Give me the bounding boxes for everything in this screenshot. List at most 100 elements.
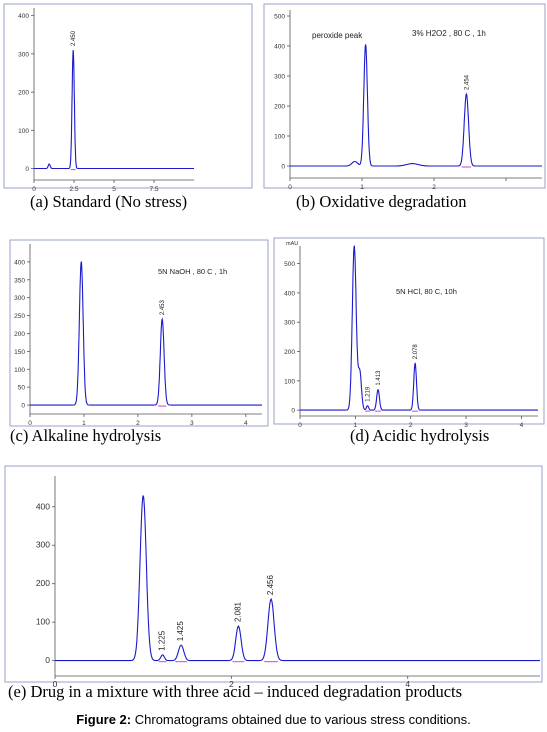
x-tick-label: 0 [28, 420, 32, 427]
y-tick-label: 100 [14, 367, 25, 374]
caption-e: (e) Drug in a mixture with three acid – … [8, 682, 463, 701]
y-tick-label: 100 [284, 378, 295, 385]
x-tick-label: 2.5 [69, 186, 78, 193]
chromatogram-b-plot: 0 100 200 300 400 500 0 1 2 2.454 peroxide peak 3% … [263, 3, 546, 191]
y-tick-label: 400 [274, 44, 285, 51]
y-tick-label: 0 [281, 164, 285, 171]
chart-annotation: 5N NaOH , 80 C , 1h [158, 267, 227, 276]
peak-marker: 2.078 [412, 344, 419, 412]
y-tick-label: 200 [14, 331, 25, 338]
peak-label: 1.413 [376, 370, 382, 386]
peak-marker: 2.456 [264, 575, 278, 663]
x-tick-label: 1 [360, 184, 364, 191]
y-tick-label: 200 [274, 104, 285, 111]
peak-marker: 2.454 [461, 74, 472, 168]
peak-label: 1.425 [176, 621, 185, 642]
y-tick-label: 400 [14, 259, 25, 266]
chromatogram-e: 0 100 200 300 400 0 2 4 1.225 1.425 2.081 2.456 [0, 462, 547, 689]
peak-label: 2.454 [464, 74, 470, 90]
chromatogram-trace [55, 495, 540, 662]
y-tick-label: 300 [14, 295, 25, 302]
peak-marker: 2.450 [70, 30, 77, 171]
x-tick-label: 2 [409, 422, 413, 429]
y-tick-label: 0 [25, 166, 29, 173]
figure-caption-text: Chromatograms obtained due to various st… [134, 712, 471, 727]
peak-label: 2.078 [413, 344, 419, 360]
y-tick-label: 400 [284, 290, 295, 297]
x-tick-label: 2 [229, 679, 234, 689]
x-tick-label: 1 [354, 422, 358, 429]
chromatogram-trace [30, 260, 262, 406]
chromatogram-e-plot: 0 100 200 300 400 0 2 4 1.225 1.425 2.081 2.456 [4, 465, 543, 689]
y-tick-label: 50 [18, 385, 26, 392]
chromatogram-trace [290, 44, 542, 167]
chart-annotation: peroxide peak [312, 31, 363, 40]
peak-marker: 1.225 [158, 630, 167, 663]
caption-d: (d) Acidic hydrolysis [350, 426, 490, 445]
chromatogram-b: 0 100 200 300 400 500 0 1 2 2.454 peroxide peak 3% … [262, 0, 547, 191]
peak-label: 1.219 [366, 386, 372, 402]
peak-marker: 1.425 [175, 621, 187, 663]
y-tick-label: 100 [18, 128, 29, 135]
y-tick-label: 400 [18, 13, 29, 20]
chart-annotation: 3% H2O2 , 80 C , 1h [412, 29, 486, 38]
x-tick-label: 4 [520, 422, 524, 429]
x-tick-label: 3 [190, 420, 194, 427]
y-tick-label: 200 [36, 578, 50, 588]
y-tick-label: 300 [18, 51, 29, 58]
x-tick-label: 0 [32, 186, 36, 193]
plot-frame [263, 3, 546, 189]
x-tick-label: 4 [244, 420, 248, 427]
chromatogram-d: 0 100 200 300 400 500 0 1 2 3 4 mAU 1.219 1.413 2.078 5… [272, 232, 547, 429]
y-tick-label: 300 [274, 74, 285, 81]
peak-label: 2.453 [160, 299, 166, 315]
y-tick-label: 100 [274, 134, 285, 141]
chromatogram-trace [34, 50, 194, 170]
chromatogram-trace [300, 245, 538, 411]
y-tick-label: 300 [284, 320, 295, 327]
y-tick-label: 0 [45, 655, 50, 665]
x-tick-label: 7.5 [149, 186, 158, 193]
x-tick-label: 1 [82, 420, 86, 427]
plot-frame [273, 237, 545, 425]
y-tick-label: 500 [284, 261, 295, 268]
chromatogram-d-plot: 0 100 200 300 400 500 0 1 2 3 4 mAU 1.219 1.413 2.078 5… [273, 237, 545, 429]
y-tick-label: 500 [274, 14, 285, 21]
figure-caption-label: Figure 2: [76, 712, 132, 727]
y-tick-label: 350 [14, 277, 25, 284]
plot-frame [4, 465, 543, 683]
x-tick-label: 2 [432, 184, 436, 191]
y-tick-label: 300 [36, 540, 50, 550]
y-axis-label: mAU [286, 241, 298, 247]
peak-marker: 1.219 [365, 386, 372, 412]
x-tick-label: 0 [288, 184, 292, 191]
caption-b: (b) Oxidative degradation [296, 192, 467, 211]
caption-c: (c) Alkaline hydrolysis [10, 426, 162, 445]
plot-frame [3, 3, 253, 189]
chart-annotation: 5N HCl, 80 C, 10h [396, 287, 457, 296]
y-tick-label: 0 [291, 408, 295, 415]
x-tick-label: 5 [112, 186, 116, 193]
peak-label: 2.456 [266, 575, 275, 596]
chromatogram-c: 0 50 100 150 200 250 300 350 400 0 1 2 3 4 2.453 5N NaO… [0, 232, 272, 427]
x-tick-label: 2 [136, 420, 140, 427]
caption-a: (a) Standard (No stress) [30, 192, 188, 211]
y-tick-label: 150 [14, 349, 25, 356]
chromatogram-a-plot: 0 100 200 300 400 0 2.5 5 7.5 2.450 [3, 3, 253, 193]
chromatogram-c-plot: 0 50 100 150 200 250 300 350 400 0 1 2 3 4 2.453 5N NaO… [9, 239, 269, 427]
y-tick-label: 200 [18, 90, 29, 97]
chromatogram-a: 0 100 200 300 400 0 2.5 5 7.5 2.450 [0, 0, 262, 193]
y-tick-label: 400 [36, 501, 50, 511]
x-tick-label: 0 [53, 679, 58, 689]
x-tick-label: 4 [405, 679, 410, 689]
peak-label: 1.225 [158, 630, 167, 651]
x-tick-label: 3 [464, 422, 468, 429]
y-tick-label: 100 [36, 617, 50, 627]
peak-marker: 2.453 [158, 299, 167, 407]
x-tick-label: 0 [298, 422, 302, 429]
figure-caption: Figure 2: Chromatograms obtained due to … [0, 712, 547, 727]
peak-marker: 1.413 [374, 370, 382, 412]
peak-label: 2.450 [71, 30, 77, 46]
peak-marker: 2.081 [232, 601, 245, 663]
peak-label: 2.081 [233, 601, 242, 622]
